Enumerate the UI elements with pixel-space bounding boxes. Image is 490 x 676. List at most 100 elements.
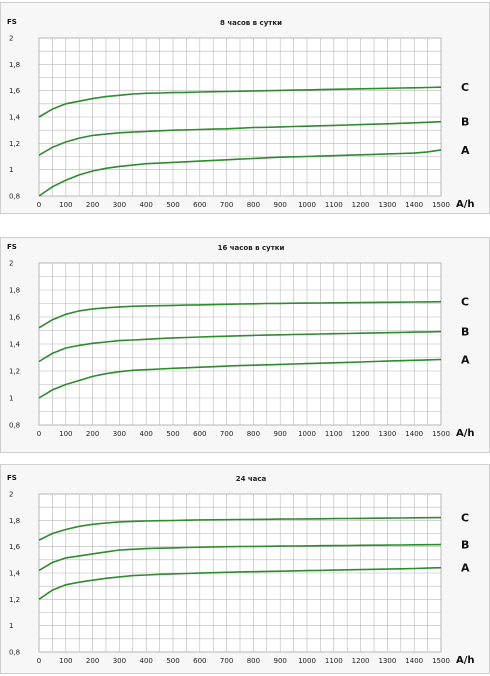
x-tick-label: 600 bbox=[193, 657, 206, 665]
y-tick-label: 2 bbox=[9, 35, 13, 43]
x-tick-label: 700 bbox=[220, 201, 233, 209]
x-tick-label: 1100 bbox=[325, 430, 343, 438]
chart-title: 8 часов в сутки bbox=[220, 19, 282, 27]
x-tick-label: 1300 bbox=[378, 657, 396, 665]
x-tick-label: 1200 bbox=[352, 430, 370, 438]
x-axis-label: A/h bbox=[456, 655, 475, 666]
x-tick-label: 1500 bbox=[432, 201, 450, 209]
series-label-a: A bbox=[461, 354, 470, 367]
x-tick-label: 500 bbox=[166, 430, 179, 438]
x-tick-label: 1200 bbox=[352, 657, 370, 665]
x-tick-label: 500 bbox=[166, 657, 179, 665]
chart-24h: 24 часа FS 0,8 1 1,2 1,4 1,6 1,8 2 0 100 200 300 400 5… bbox=[7, 474, 475, 666]
y-tick-label: 1 bbox=[9, 395, 13, 403]
x-tick-label: 100 bbox=[59, 201, 72, 209]
x-tick-label: 100 bbox=[59, 430, 72, 438]
y-tick-label: 1,6 bbox=[9, 87, 21, 95]
series-line-b bbox=[38, 120, 442, 156]
x-tick-label: 400 bbox=[140, 430, 153, 438]
series-label-c: C bbox=[461, 512, 469, 525]
x-tick-label: 800 bbox=[247, 430, 260, 438]
series-line-a bbox=[38, 149, 442, 197]
series-line-b bbox=[38, 330, 442, 363]
x-tick-label: 1500 bbox=[432, 430, 450, 438]
y-tick-label: 1 bbox=[9, 166, 13, 174]
y-tick-label: 1 bbox=[9, 622, 13, 630]
chart-panel-8h: 8 часов в сутки FS 0,8 1 1,2 1,4 1,6 1,8 2 0 100 20… bbox=[0, 2, 490, 214]
series-label-a: A bbox=[461, 562, 470, 575]
y-axis-label: FS bbox=[7, 18, 17, 26]
x-tick-label: 300 bbox=[113, 430, 126, 438]
y-tick-label: 1,4 bbox=[9, 341, 21, 349]
x-tick-label: 600 bbox=[193, 201, 206, 209]
x-axis-label: A/h bbox=[456, 199, 475, 210]
chart-title: 16 часов в сутки bbox=[218, 244, 285, 252]
x-tick-label: 1000 bbox=[298, 657, 316, 665]
y-tick-label: 1,4 bbox=[9, 114, 21, 122]
x-tick-label: 600 bbox=[193, 430, 206, 438]
y-tick-label: 1,8 bbox=[9, 517, 20, 525]
y-tick-label: 1,8 bbox=[9, 61, 20, 69]
series-label-b: B bbox=[461, 539, 469, 552]
y-axis-label: FS bbox=[7, 243, 17, 251]
x-tick-label: 900 bbox=[274, 201, 287, 209]
x-tick-label: 1000 bbox=[298, 430, 316, 438]
series-label-c: C bbox=[461, 296, 469, 309]
y-tick-label: 1,2 bbox=[9, 596, 20, 604]
chart-16h: 16 часов в сутки FS 0,8 1 1,2 1,4 1,6 1,8 2 0 100 2… bbox=[7, 243, 475, 439]
x-tick-label: 0 bbox=[37, 201, 41, 209]
x-axis-label: A/h bbox=[456, 428, 475, 439]
x-tick-label: 200 bbox=[86, 657, 99, 665]
series-line-a bbox=[38, 358, 442, 399]
y-tick-label: 0,8 bbox=[9, 193, 20, 201]
chart-title: 24 часа bbox=[236, 475, 267, 483]
y-tick-label: 1,8 bbox=[9, 287, 20, 295]
series-line-a bbox=[38, 566, 442, 600]
x-tick-label: 1200 bbox=[352, 201, 370, 209]
x-tick-label: 1100 bbox=[325, 657, 343, 665]
x-tick-label: 0 bbox=[37, 657, 41, 665]
x-tick-label: 0 bbox=[37, 430, 41, 438]
x-tick-label: 300 bbox=[113, 657, 126, 665]
x-tick-label: 300 bbox=[113, 201, 126, 209]
y-tick-label: 1,2 bbox=[9, 140, 20, 148]
x-tick-label: 100 bbox=[59, 657, 72, 665]
series-label-b: B bbox=[461, 116, 469, 129]
x-tick-label: 700 bbox=[220, 657, 233, 665]
y-tick-label: 2 bbox=[9, 491, 13, 499]
series-label-c: C bbox=[461, 81, 469, 94]
x-tick-label: 400 bbox=[140, 657, 153, 665]
x-tick-label: 900 bbox=[274, 430, 287, 438]
x-tick-label: 800 bbox=[247, 657, 260, 665]
y-axis-label: FS bbox=[7, 474, 17, 482]
y-tick-label: 1,4 bbox=[9, 570, 21, 578]
chart-panel-24h: 24 часа FS 0,8 1 1,2 1,4 1,6 1,8 2 0 100 200 300 400 5… bbox=[0, 464, 490, 674]
x-tick-label: 200 bbox=[86, 430, 99, 438]
series-line-c bbox=[38, 300, 442, 329]
y-tick-label: 0,8 bbox=[9, 649, 20, 657]
series-line-c bbox=[38, 86, 442, 118]
x-tick-label: 1000 bbox=[298, 201, 316, 209]
y-tick-label: 1,6 bbox=[9, 314, 21, 322]
series-line-c bbox=[38, 516, 442, 541]
y-tick-label: 2 bbox=[9, 260, 13, 268]
x-tick-label: 900 bbox=[274, 657, 287, 665]
x-tick-label: 800 bbox=[247, 201, 260, 209]
x-tick-label: 400 bbox=[140, 201, 153, 209]
series-label-b: B bbox=[461, 326, 469, 339]
x-tick-label: 700 bbox=[220, 430, 233, 438]
x-tick-label: 1400 bbox=[405, 201, 423, 209]
x-tick-label: 1100 bbox=[325, 201, 343, 209]
x-tick-label: 500 bbox=[166, 201, 179, 209]
x-tick-label: 1300 bbox=[378, 201, 396, 209]
x-tick-label: 1400 bbox=[405, 430, 423, 438]
chart-panel-16h: 16 часов в сутки FS 0,8 1 1,2 1,4 1,6 1,8 2 0 100 2… bbox=[0, 237, 490, 453]
x-tick-label: 200 bbox=[86, 201, 99, 209]
x-tick-label: 1500 bbox=[432, 657, 450, 665]
chart-8h: 8 часов в сутки FS 0,8 1 1,2 1,4 1,6 1,8 2 0 100 20… bbox=[7, 18, 475, 210]
x-tick-label: 1300 bbox=[378, 430, 396, 438]
y-tick-label: 1,6 bbox=[9, 543, 21, 551]
y-tick-label: 0,8 bbox=[9, 422, 20, 430]
x-tick-label: 1400 bbox=[405, 657, 423, 665]
series-label-a: A bbox=[461, 144, 470, 157]
